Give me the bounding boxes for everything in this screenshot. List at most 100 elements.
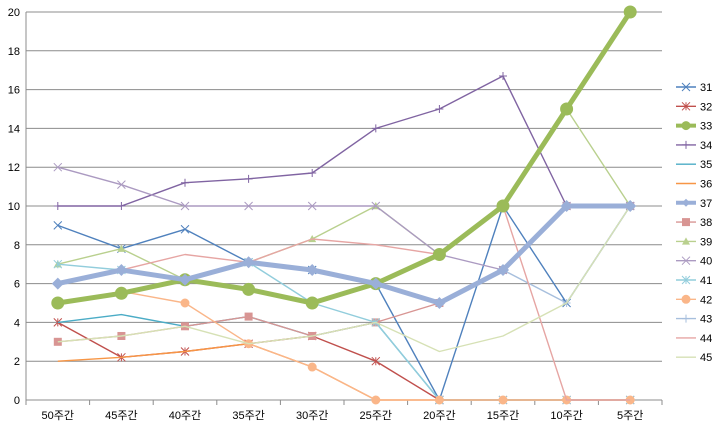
y-tick-label: 14	[8, 123, 20, 135]
marker-plus	[117, 202, 126, 210]
legend-label: 43	[700, 314, 712, 326]
marker-x	[307, 201, 317, 211]
x-tick-label: 40주간	[169, 409, 201, 422]
marker-circle	[560, 102, 574, 116]
marker-plus	[499, 72, 507, 81]
series-line	[57, 75, 631, 207]
marker-x	[681, 82, 691, 92]
marker-plus	[682, 314, 690, 323]
legend-label: 42	[700, 294, 712, 306]
marker-diamond	[242, 256, 255, 269]
marker-diamond	[369, 277, 382, 290]
series-line	[57, 10, 633, 306]
series-line	[57, 205, 631, 401]
marker-plus	[53, 202, 62, 210]
marker-diamond	[115, 264, 128, 277]
y-tick-label: 16	[8, 85, 20, 97]
marker-diamond	[497, 264, 509, 277]
legend-item: 44	[676, 333, 712, 345]
legend-label: 37	[700, 198, 712, 210]
marker-circle	[305, 296, 319, 310]
marker-diamond	[624, 200, 637, 212]
series-line	[57, 205, 631, 401]
series-line	[57, 108, 631, 281]
x-tick-label: 50주간	[42, 409, 74, 422]
legend-item: 34	[676, 140, 712, 152]
series-lines	[51, 5, 637, 405]
x-tick-label: 25주간	[360, 409, 392, 422]
legend-label: 35	[700, 159, 712, 171]
marker-circle	[623, 5, 637, 19]
series-33	[51, 5, 637, 310]
marker-x	[117, 180, 126, 190]
series-line	[57, 290, 631, 401]
marker-circle	[681, 294, 691, 304]
legend-item: 36	[676, 179, 712, 191]
legend-label: 34	[700, 140, 712, 152]
legend-item: 31	[676, 82, 712, 94]
series-44	[57, 205, 631, 401]
marker-circle	[242, 282, 256, 296]
marker-x	[371, 201, 381, 211]
legend-label: 39	[700, 236, 712, 248]
series-42	[53, 286, 635, 405]
y-tick-label: 10	[8, 201, 20, 213]
legend-item: 42	[676, 294, 712, 306]
legend-label: 36	[700, 179, 712, 191]
legend-item: 41	[676, 275, 712, 287]
marker-circle	[498, 395, 508, 405]
x-tick-label: 20주간	[423, 409, 455, 422]
marker-x	[244, 201, 253, 211]
y-tick-label: 6	[14, 279, 20, 291]
marker-triangle	[682, 237, 690, 245]
series-line	[57, 313, 631, 401]
y-tick-label: 0	[14, 395, 20, 407]
x-tick-label: 5주간	[617, 409, 643, 422]
legend-label: 45	[700, 352, 712, 364]
marker-diamond	[433, 297, 446, 309]
legend-label: 31	[700, 82, 712, 94]
series-41	[53, 257, 635, 405]
marker-circle	[180, 298, 190, 308]
series-40	[53, 162, 635, 275]
legend-item: 32	[676, 101, 712, 113]
marker-circle	[371, 395, 381, 405]
x-tick-label: 15주간	[487, 409, 519, 422]
legend-label: 41	[700, 275, 712, 287]
marker-star	[681, 101, 691, 111]
legend: 31 32 33 34 35 36 37 38 39 40 41 42 43 44 45	[676, 82, 712, 364]
legend-item: 33	[676, 121, 712, 133]
legend-item: 45	[676, 352, 712, 364]
x-tick-label: 35주간	[232, 409, 264, 422]
y-tick-label: 20	[8, 7, 20, 19]
series-45	[57, 205, 631, 353]
y-tick-label: 18	[8, 46, 20, 58]
marker-circle	[114, 286, 128, 300]
series-line	[57, 205, 631, 353]
marker-plus	[244, 174, 253, 183]
legend-label: 38	[700, 217, 712, 229]
y-tick-label: 4	[14, 317, 20, 329]
marker-circle	[496, 199, 510, 213]
x-tick-label: 45주간	[105, 409, 137, 422]
marker-plus	[435, 105, 444, 113]
series-line	[57, 166, 631, 271]
series-36	[57, 343, 631, 401]
marker-plus	[308, 169, 317, 178]
series-line	[57, 343, 631, 401]
marker-diamond	[51, 277, 64, 290]
x-tick-label: 30주간	[296, 409, 328, 422]
series-35	[57, 313, 631, 401]
marker-diamond	[306, 264, 319, 277]
marker-diamond	[179, 273, 191, 286]
legend-label: 40	[700, 256, 712, 268]
legend-label: 44	[700, 333, 712, 345]
legend-item: 37	[676, 198, 712, 210]
legend-label: 33	[700, 121, 712, 133]
axes: 0 2 4 6 8 10 12 14 16 18 20 50주간 45주간 40주간 35주간 30주간 25주…	[8, 7, 663, 422]
marker-plus	[181, 178, 189, 187]
marker-star	[681, 275, 691, 285]
marker-plus	[371, 124, 380, 133]
marker-star	[371, 356, 381, 366]
marker-x	[681, 256, 691, 266]
